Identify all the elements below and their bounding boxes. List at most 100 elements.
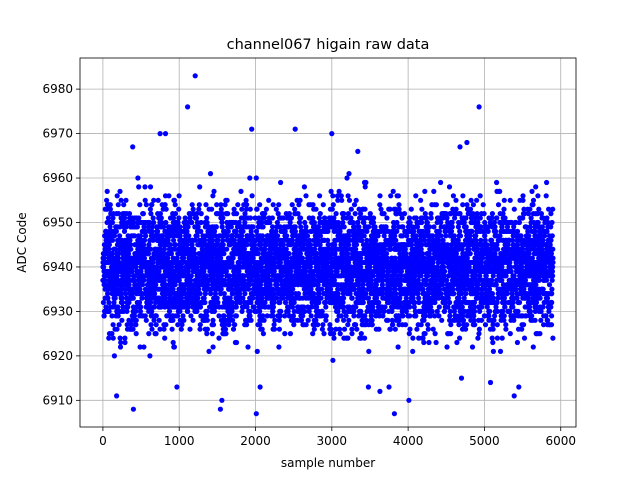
data-point xyxy=(442,268,448,274)
data-point xyxy=(172,282,178,288)
data-point xyxy=(141,277,147,283)
data-point xyxy=(249,233,256,239)
data-point xyxy=(225,211,231,217)
data-point xyxy=(156,317,162,323)
data-point xyxy=(175,322,181,328)
data-point xyxy=(278,179,284,186)
data-point xyxy=(186,233,192,239)
data-point xyxy=(140,211,146,217)
data-point xyxy=(185,268,191,274)
data-point xyxy=(415,291,421,297)
data-point xyxy=(107,224,113,230)
data-point xyxy=(345,242,352,248)
data-point xyxy=(330,357,336,363)
data-point xyxy=(230,326,237,332)
data-point xyxy=(219,224,225,230)
data-point xyxy=(121,228,128,234)
data-point xyxy=(474,197,480,203)
data-point xyxy=(190,317,196,323)
data-point xyxy=(114,273,120,279)
data-point xyxy=(130,291,136,297)
data-point xyxy=(118,197,124,203)
data-point xyxy=(402,322,409,328)
data-point xyxy=(270,308,276,314)
data-point xyxy=(239,233,245,239)
data-point xyxy=(407,304,413,310)
data-point xyxy=(330,202,336,208)
data-point xyxy=(396,206,402,212)
data-point xyxy=(176,206,182,212)
data-point xyxy=(366,348,372,354)
data-point xyxy=(170,286,176,292)
data-point xyxy=(349,331,355,337)
data-point xyxy=(424,277,430,283)
data-point xyxy=(383,224,389,230)
data-point xyxy=(407,326,413,332)
data-point xyxy=(249,193,255,199)
data-point xyxy=(179,322,185,328)
data-point xyxy=(378,206,384,212)
data-point xyxy=(107,206,113,212)
data-point xyxy=(137,233,144,239)
data-point xyxy=(161,246,167,252)
data-point xyxy=(441,308,447,314)
data-point xyxy=(122,335,128,341)
data-point xyxy=(138,268,144,274)
data-point xyxy=(229,308,235,314)
data-point xyxy=(148,322,154,328)
data-point xyxy=(469,344,476,350)
data-point xyxy=(310,215,316,221)
data-point xyxy=(201,295,207,301)
data-point xyxy=(116,211,122,217)
data-point xyxy=(325,228,331,234)
data-point xyxy=(438,219,444,226)
data-point xyxy=(100,299,106,306)
data-point xyxy=(313,206,319,212)
data-point xyxy=(149,308,155,314)
data-point xyxy=(320,322,326,328)
data-point xyxy=(103,228,109,234)
data-point xyxy=(179,264,185,270)
data-point xyxy=(289,202,295,208)
data-point xyxy=(209,331,215,337)
data-point xyxy=(109,237,116,243)
data-point xyxy=(380,313,386,319)
data-point xyxy=(425,228,431,234)
data-point xyxy=(416,299,422,306)
data-point xyxy=(367,264,373,270)
data-point xyxy=(204,317,210,323)
data-point xyxy=(453,197,459,203)
data-point xyxy=(233,228,239,234)
data-point xyxy=(272,317,278,323)
data-point xyxy=(480,255,486,261)
data-point xyxy=(212,291,218,297)
data-point xyxy=(322,215,328,221)
data-point xyxy=(133,308,139,314)
data-point xyxy=(178,295,185,301)
data-point xyxy=(236,219,242,226)
data-point xyxy=(250,295,256,301)
data-point xyxy=(126,299,132,306)
data-point xyxy=(171,197,178,203)
data-point xyxy=(231,237,237,243)
data-point xyxy=(316,224,322,230)
data-point xyxy=(390,188,396,194)
data-point xyxy=(117,224,123,230)
data-point xyxy=(175,219,181,226)
data-point xyxy=(346,317,352,323)
data-point xyxy=(180,242,186,248)
data-point xyxy=(162,335,168,341)
data-point xyxy=(365,295,372,301)
data-point xyxy=(362,335,368,341)
data-point xyxy=(151,317,157,323)
data-point xyxy=(133,317,139,323)
data-point xyxy=(111,299,117,306)
data-point xyxy=(414,326,420,332)
data-point xyxy=(329,206,335,212)
data-point xyxy=(197,322,203,328)
data-point xyxy=(197,291,203,297)
data-point xyxy=(176,215,182,221)
data-point xyxy=(406,331,412,337)
data-point xyxy=(345,211,351,217)
data-point xyxy=(341,295,347,301)
